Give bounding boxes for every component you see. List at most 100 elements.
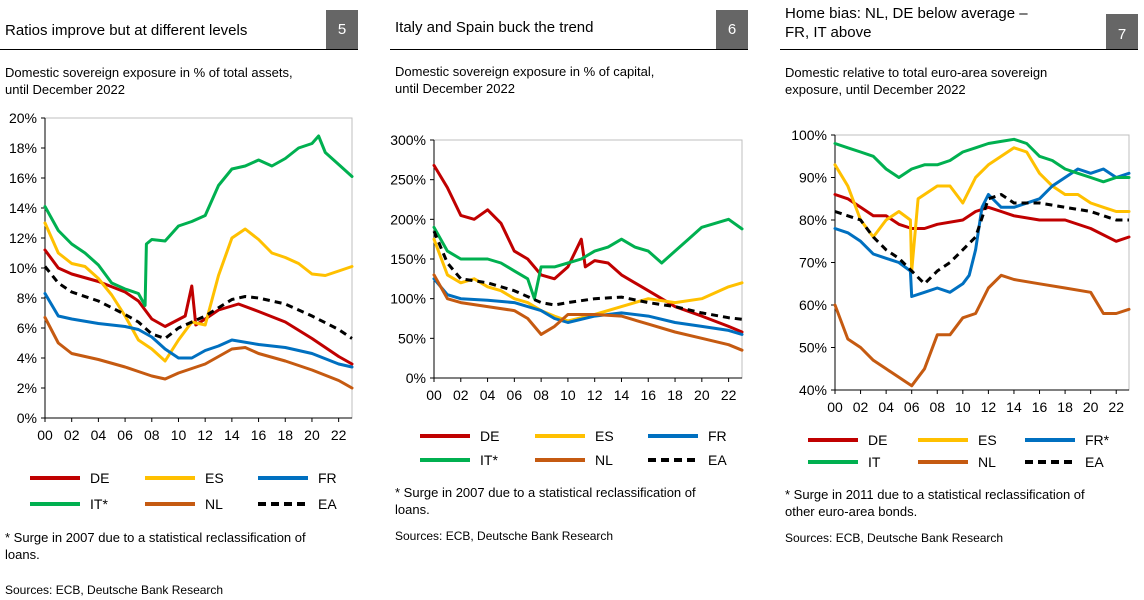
y-tick-label: 4% [17, 350, 37, 366]
subtitle-line: until December 2022 [5, 82, 125, 97]
legend-label: ES [205, 470, 224, 486]
line-chart: 0% 50% 100% 150% 200% 250% 300% 00 02 04 06 08 10 12 1… [390, 132, 744, 468]
y-tick-label: 60% [799, 297, 827, 313]
x-tick-label: 14 [614, 387, 630, 403]
subtitle-line: exposure, until December 2022 [785, 82, 966, 97]
series-line-nl [43, 316, 354, 390]
legend-label: DE [480, 428, 499, 444]
figure-number-badge: 6 [716, 10, 748, 50]
legend-label: ES [978, 432, 997, 448]
series-line-ea [43, 265, 353, 340]
panel-title: Italy and Spain buck the trend [395, 18, 593, 37]
y-tick-label: 0% [406, 370, 426, 386]
figure-number-badge: 5 [326, 10, 358, 50]
y-tick-label: 100% [791, 127, 827, 143]
title-line: FR, IT above [785, 24, 872, 41]
x-tick-label: 12 [197, 427, 213, 443]
y-tick-label: 12% [9, 230, 37, 246]
legend-label: FR [708, 428, 727, 444]
legend-label: EA [708, 452, 727, 468]
footnote-line: loans. [395, 502, 430, 517]
x-tick-label: 18 [667, 387, 683, 403]
x-tick-label: 04 [480, 387, 496, 403]
source-note: Sources: ECB, Deutsche Bank Research [5, 583, 224, 597]
title-divider [0, 49, 358, 50]
y-tick-label: 8% [17, 290, 37, 306]
y-tick-label: 6% [17, 320, 37, 336]
x-tick-label: 12 [981, 399, 997, 415]
title-line: Home bias: NL, DE below average – [785, 5, 1028, 22]
series-line-de [833, 193, 1131, 243]
legend-label: NL [595, 452, 613, 468]
x-tick-label: 06 [117, 427, 133, 443]
y-tick-label: 300% [390, 132, 426, 148]
x-tick-label: 16 [640, 387, 656, 403]
footnote-line: other euro-area bonds. [785, 504, 918, 519]
legend-label: IT* [90, 496, 108, 512]
x-tick-label: 00 [827, 399, 843, 415]
x-tick-label: 16 [1032, 399, 1048, 415]
x-tick-label: 04 [878, 399, 894, 415]
subtitle-line: Domestic sovereign exposure in % of capi… [395, 64, 655, 79]
x-tick-label: 02 [853, 399, 869, 415]
series-line-es [43, 221, 354, 363]
x-tick-label: 08 [929, 399, 945, 415]
y-tick-label: 40% [799, 382, 827, 398]
y-tick-label: 14% [9, 200, 37, 216]
title-divider [390, 49, 748, 50]
line-chart: 0% 2% 4% 6% 8% 10% 12% 14% 16% 18% 20% 00 02 04 06 08 10… [9, 110, 354, 512]
series-line-fr [833, 167, 1131, 298]
y-tick-label: 250% [390, 172, 426, 188]
x-tick-label: 14 [1006, 399, 1022, 415]
series-line-ea [834, 193, 1129, 286]
legend-label: DE [90, 470, 109, 486]
x-tick-label: 10 [955, 399, 971, 415]
y-tick-label: 18% [9, 140, 37, 156]
x-tick-label: 18 [277, 427, 293, 443]
series-line-nl [833, 273, 1131, 388]
y-tick-label: 10% [9, 260, 37, 276]
title-line: Ratios improve but at different levels [5, 22, 248, 39]
series-line-it [43, 134, 354, 307]
footnote: * Surge in 2007 due to a statistical rec… [395, 484, 696, 518]
y-tick-label: 100% [390, 291, 426, 307]
footnote: * Surge in 2007 due to a statistical rec… [5, 529, 306, 563]
y-tick-label: 20% [9, 110, 37, 126]
figure-number-badge: 7 [1106, 14, 1138, 50]
y-tick-label: 16% [9, 170, 37, 186]
x-tick-label: 06 [507, 387, 523, 403]
x-tick-label: 22 [331, 427, 347, 443]
x-tick-label: 10 [171, 427, 187, 443]
chart-panel-5: Ratios improve but at different levels 5… [0, 0, 360, 600]
y-tick-label: 70% [799, 255, 827, 271]
legend-label: EA [318, 496, 337, 512]
x-tick-label: 18 [1057, 399, 1073, 415]
title-line: Italy and Spain buck the trend [395, 19, 594, 36]
x-tick-label: 10 [560, 387, 576, 403]
chart-panel-6: Italy and Spain buck the trend 6 Domesti… [390, 0, 750, 600]
series-line-de [43, 248, 354, 366]
series-line-it [432, 217, 744, 301]
series-line-es [432, 237, 744, 323]
footnote-line: * Surge in 2007 due to a statistical rec… [5, 530, 306, 545]
x-tick-label: 22 [721, 387, 737, 403]
legend-label: NL [205, 496, 223, 512]
panel-title: Home bias: NL, DE below average – FR, IT… [785, 4, 1028, 42]
legend-label: FR* [1085, 432, 1110, 448]
x-tick-label: 00 [426, 387, 442, 403]
footnote-line: loans. [5, 547, 40, 562]
legend-label: EA [1085, 454, 1104, 470]
legend-label: DE [868, 432, 887, 448]
x-tick-label: 22 [1108, 399, 1124, 415]
y-tick-label: 50% [398, 330, 426, 346]
title-divider [780, 49, 1138, 50]
chart-panel-7: Home bias: NL, DE below average – FR, IT… [780, 0, 1140, 600]
x-tick-label: 08 [533, 387, 549, 403]
x-tick-label: 14 [224, 427, 240, 443]
series-line-es [833, 146, 1131, 273]
x-tick-label: 20 [1083, 399, 1099, 415]
subtitle-line: Domestic sovereign exposure in % of tota… [5, 65, 293, 80]
y-tick-label: 90% [799, 170, 827, 186]
chart-subtitle: Domestic sovereign exposure in % of tota… [5, 64, 293, 98]
series-line-it [833, 137, 1131, 184]
